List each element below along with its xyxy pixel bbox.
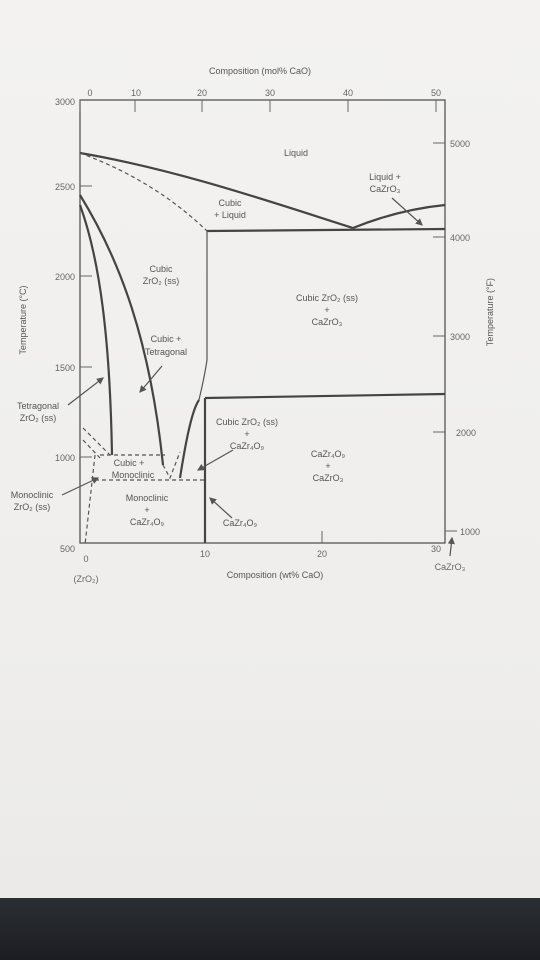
arrow-tetragonal bbox=[67, 377, 104, 406]
left-axis-ticks bbox=[80, 185, 92, 458]
region-tetragonal: ZrO₂ (ss) bbox=[20, 413, 56, 423]
region-cubic-cazro3: Cubic ZrO₂ (ss) bbox=[296, 293, 358, 303]
bottom-axis-ticks bbox=[204, 531, 323, 543]
top-tick-label: 50 bbox=[431, 88, 441, 98]
v-dashed bbox=[162, 451, 181, 480]
region-mono-ca: Monoclinic bbox=[126, 493, 169, 503]
region-monoclinic: ZrO₂ (ss) bbox=[14, 502, 50, 512]
region-ca-single: CaZr₄O₉ bbox=[223, 518, 258, 528]
region-ca-cazro3: CaZr₄O₉ bbox=[311, 449, 346, 459]
right-axis-title: Temperature (°F) bbox=[485, 278, 495, 346]
liquidus-line bbox=[79, 151, 354, 230]
desk-surface bbox=[0, 898, 540, 960]
top-tick-label: 10 bbox=[131, 88, 141, 98]
bottom-tick-label: 10 bbox=[200, 549, 210, 559]
top-tick-label: 30 bbox=[265, 88, 275, 98]
left-tick-label: 1500 bbox=[55, 363, 75, 373]
left-tick-label: 2500 bbox=[55, 182, 75, 192]
left-tick-label: 3000 bbox=[55, 97, 75, 107]
left-tick-label: 500 bbox=[60, 544, 75, 554]
right-tick-label: 3000 bbox=[450, 332, 470, 342]
region-cubic-tetragonal: Cubic + bbox=[151, 334, 182, 344]
bottom-axis-title: Composition (wt% CaO) bbox=[227, 570, 324, 580]
region-cubic-ca: Cubic ZrO₂ (ss) bbox=[216, 417, 278, 427]
tetragonal-dashed-2 bbox=[82, 439, 101, 459]
region-cubic-zro2: Cubic bbox=[149, 264, 173, 274]
bottom-tick-label: 30 bbox=[431, 544, 441, 554]
bottom-tick-label: 20 bbox=[317, 549, 327, 559]
region-liquid-cazro3: Liquid + bbox=[369, 172, 401, 182]
cubic-right-boundary bbox=[178, 399, 200, 479]
region-cubic-zro2: ZrO₂ (ss) bbox=[143, 276, 179, 286]
region-cubic-mono: Cubic + bbox=[114, 458, 145, 468]
region-cubic-cazro3: + bbox=[324, 305, 329, 315]
arrow-cubic-ca bbox=[196, 449, 234, 471]
right-tick-label: 5000 bbox=[450, 139, 470, 149]
region-monoclinic: Monoclinic bbox=[11, 490, 54, 500]
eutectic-line-upper bbox=[206, 227, 446, 233]
region-tetragonal: Tetragonal bbox=[17, 401, 59, 411]
region-liquid-cazro3: CaZrO₃ bbox=[370, 184, 401, 194]
region-cubic-mono: Monoclinic bbox=[112, 470, 155, 480]
region-mono-ca: + bbox=[144, 505, 149, 515]
bottom-right-label: CaZrO₃ bbox=[435, 562, 466, 572]
region-cubic-ca: + bbox=[244, 429, 249, 439]
arrow-monoclinic bbox=[61, 477, 100, 496]
region-cubic-tetragonal: Tetragonal bbox=[145, 347, 187, 357]
top-tick-label: 40 bbox=[343, 88, 353, 98]
cubic-boundary bbox=[198, 231, 208, 401]
top-axis-ticks bbox=[79, 100, 437, 112]
arrow-cazro3 bbox=[447, 536, 455, 557]
liquidus-line-right bbox=[352, 203, 446, 230]
tetragonal-dashed bbox=[82, 427, 111, 456]
region-ca-cazro3: CaZrO₃ bbox=[313, 473, 344, 483]
region-cubic-liquid: Cubic bbox=[218, 198, 242, 208]
cubic-solidus-dashed bbox=[79, 152, 208, 232]
region-ca-cazro3: + bbox=[325, 461, 330, 471]
top-tick-label: 20 bbox=[197, 88, 207, 98]
bottom-left-label: (ZrO₂) bbox=[74, 574, 99, 584]
left-tick-label: 2000 bbox=[55, 272, 75, 282]
bottom-tick-label: 0 bbox=[83, 554, 88, 564]
plot-frame bbox=[79, 99, 446, 544]
right-tick-label: 1000 bbox=[460, 527, 480, 537]
top-axis-title: Composition (mol% CaO) bbox=[209, 66, 311, 76]
region-liquid: Liquid bbox=[284, 148, 308, 158]
region-mono-ca: CaZr₄O₉ bbox=[130, 517, 165, 527]
region-cubic-liquid: + Liquid bbox=[214, 210, 246, 220]
region-cubic-cazro3: CaZrO₃ bbox=[312, 317, 343, 327]
paper-page bbox=[0, 0, 540, 900]
left-tick-label: 1000 bbox=[55, 453, 75, 463]
right-axis-ticks bbox=[433, 142, 457, 532]
right-tick-label: 2000 bbox=[456, 428, 476, 438]
left-axis-title: Temperature (°C) bbox=[18, 285, 28, 354]
region-cubic-ca: CaZr₄O₉ bbox=[230, 441, 265, 451]
cubic-tetragonal-outer bbox=[79, 194, 165, 466]
top-tick-label: 0 bbox=[87, 88, 92, 98]
monoclinic-dashed bbox=[84, 454, 96, 546]
tetragonal-boundary bbox=[78, 204, 114, 456]
eutectoid-line bbox=[204, 392, 446, 400]
arrow-cubic-tetragonal bbox=[139, 365, 163, 393]
arrow-liquid-cazro3 bbox=[391, 197, 423, 226]
right-tick-label: 4000 bbox=[450, 233, 470, 243]
arrow-ca-single bbox=[209, 497, 233, 519]
